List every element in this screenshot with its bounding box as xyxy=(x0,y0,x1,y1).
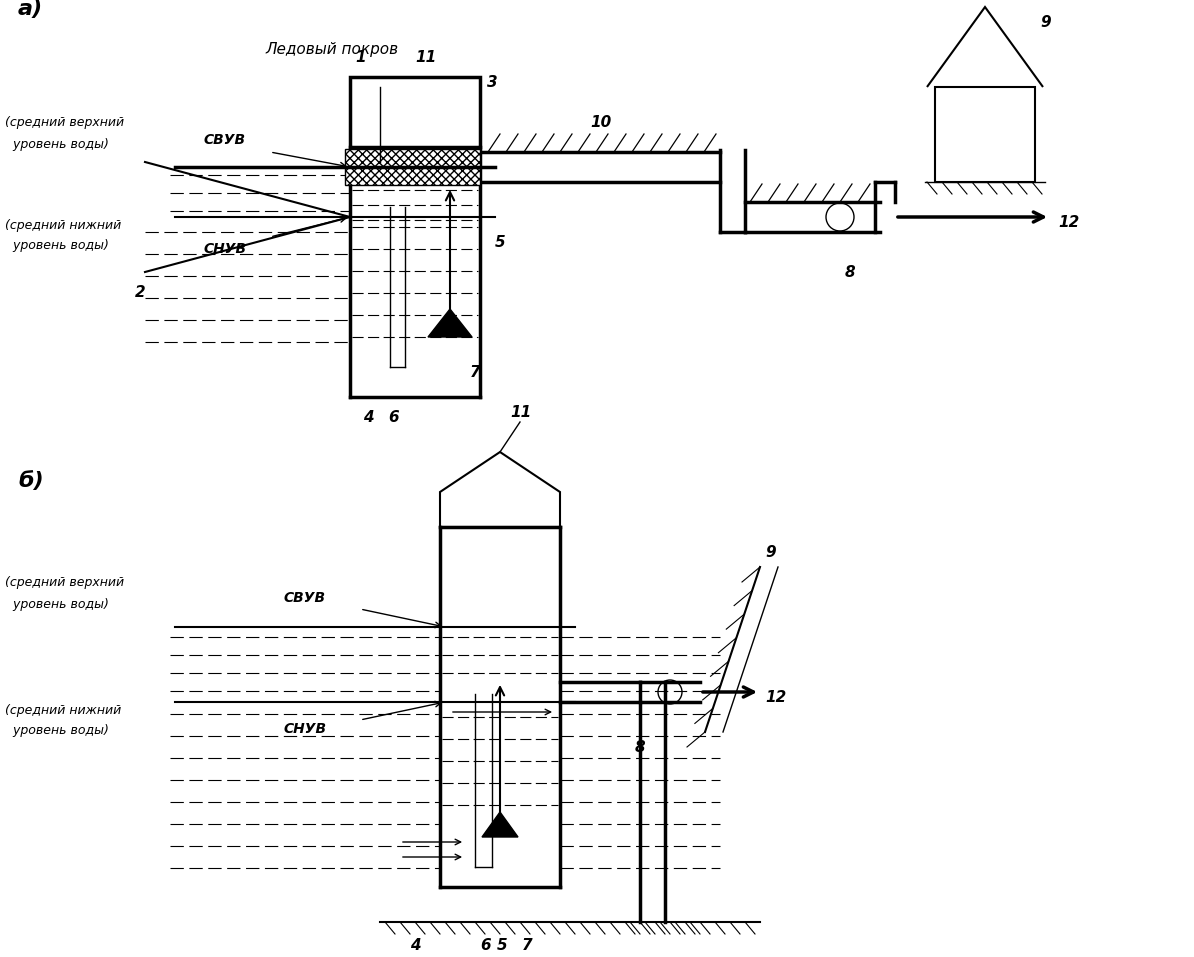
Text: Ледовый покров: Ледовый покров xyxy=(265,42,398,57)
Text: СНУВ: СНУВ xyxy=(203,242,247,256)
Text: (средний верхний: (средний верхний xyxy=(5,116,124,129)
Text: (средний верхний: (средний верхний xyxy=(5,576,124,589)
Text: 10: 10 xyxy=(590,115,611,130)
Text: 3: 3 xyxy=(487,75,498,90)
Text: 9: 9 xyxy=(1040,15,1051,30)
Text: 7: 7 xyxy=(522,938,533,953)
Text: 12: 12 xyxy=(765,690,787,705)
Polygon shape xyxy=(482,812,518,837)
Text: 5: 5 xyxy=(497,938,507,953)
Text: 8: 8 xyxy=(635,740,646,755)
Bar xyxy=(350,77,480,147)
Text: СВУВ: СВУВ xyxy=(284,591,326,605)
Text: 4: 4 xyxy=(410,938,420,953)
Text: б): б) xyxy=(18,471,44,491)
Text: СНУВ: СНУВ xyxy=(283,722,327,736)
Text: 6: 6 xyxy=(388,410,399,425)
Text: 1: 1 xyxy=(355,50,365,65)
Text: уровень воды): уровень воды) xyxy=(5,598,109,611)
Text: СВУВ: СВУВ xyxy=(204,133,246,147)
Text: 4: 4 xyxy=(363,410,374,425)
Text: уровень воды): уровень воды) xyxy=(5,724,109,737)
Text: 5: 5 xyxy=(496,235,505,250)
Polygon shape xyxy=(427,309,472,337)
Text: 8: 8 xyxy=(845,265,856,280)
Text: 6: 6 xyxy=(480,938,491,953)
Text: уровень воды): уровень воды) xyxy=(5,138,109,151)
Text: (средний нижний: (средний нижний xyxy=(5,219,122,232)
Text: 9: 9 xyxy=(765,545,776,560)
Bar xyxy=(345,149,480,185)
Text: 11: 11 xyxy=(510,405,531,420)
Text: 7: 7 xyxy=(470,365,481,380)
Text: (средний нижний: (средний нижний xyxy=(5,704,122,717)
Text: 2: 2 xyxy=(135,285,146,300)
Text: а): а) xyxy=(18,0,43,19)
Text: уровень воды): уровень воды) xyxy=(5,239,109,252)
Bar xyxy=(935,87,1035,182)
Text: 11: 11 xyxy=(416,50,436,65)
Text: 12: 12 xyxy=(1058,215,1079,230)
